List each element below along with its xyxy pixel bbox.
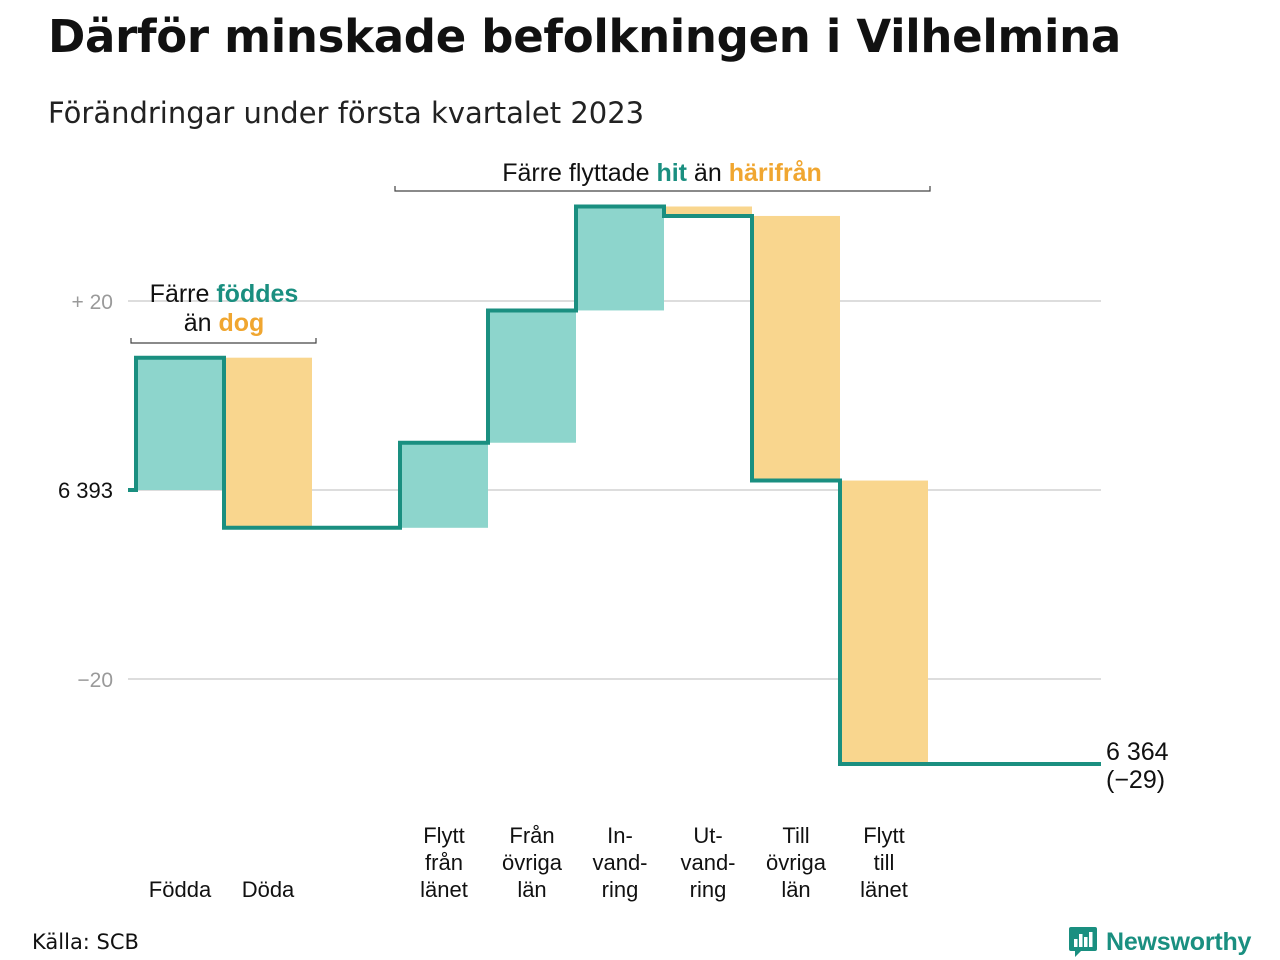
annotation-moves-harifran: härifrån bbox=[729, 159, 822, 187]
annotation-bracket-births bbox=[130, 338, 317, 344]
y-tick-label-2: −20 bbox=[77, 669, 113, 692]
category-label-3-0: Flytt bbox=[423, 823, 465, 848]
end-change: (−29) bbox=[1106, 766, 1165, 794]
x-axis-categories: Födda DödaFlyttfrånlänetFrånövrigalänIn-v… bbox=[149, 823, 908, 902]
category-label-0-0: Födda bbox=[149, 877, 212, 902]
bar-8 bbox=[840, 480, 928, 765]
category-label-4-0: Från bbox=[509, 823, 554, 848]
y-tick-label-1: 6 393 bbox=[58, 478, 113, 503]
category-label-7-1: övriga bbox=[766, 850, 827, 875]
category-label-5-1: vand- bbox=[592, 850, 647, 875]
y-tick-label-0: + 20 bbox=[72, 291, 113, 314]
waterfall-chart: + 206 393−20 Födda DödaFlyttfrånlänetFrån… bbox=[58, 159, 1169, 902]
bar-0 bbox=[136, 357, 224, 490]
bar-1 bbox=[224, 357, 312, 528]
category-label-8-1: till bbox=[874, 850, 895, 875]
brand-logo: Newsworthy bbox=[1068, 924, 1251, 960]
end-value-label: 6 364 (−29) bbox=[1106, 738, 1169, 794]
category-label-4-1: övriga bbox=[502, 850, 563, 875]
bar-7 bbox=[752, 215, 840, 481]
bar-chart-speech-icon bbox=[1069, 927, 1097, 957]
source-note: Källa: SCB bbox=[32, 930, 139, 954]
bar-6 bbox=[664, 206, 752, 216]
annotation-births-highlight: föddes bbox=[216, 280, 298, 308]
bar-3 bbox=[400, 442, 488, 528]
category-label-3-1: från bbox=[425, 850, 463, 875]
bar-4 bbox=[488, 310, 576, 443]
annotation-moves-text: Färre flyttade hit än härifrån bbox=[502, 159, 822, 187]
bars bbox=[136, 206, 928, 765]
category-label-5-2: ring bbox=[602, 877, 639, 902]
category-label-5-0: In- bbox=[607, 823, 633, 848]
annotation-deaths-line2: än dog bbox=[184, 309, 265, 337]
category-label-6-1: vand- bbox=[680, 850, 735, 875]
category-label-1-0: Döda bbox=[242, 877, 295, 902]
births-deaths-annotation: Färre föddes än dog bbox=[130, 280, 317, 344]
category-label-6-0: Ut- bbox=[693, 823, 722, 848]
annotation-births-line1: Färre föddes bbox=[150, 280, 299, 308]
moves-annotation: Färre flyttade hit än härifrån bbox=[394, 159, 931, 192]
category-label-4-2: län bbox=[517, 877, 546, 902]
bar-5 bbox=[576, 206, 664, 311]
category-label-8-2: länet bbox=[860, 877, 908, 902]
running-total-path bbox=[128, 204, 1101, 767]
brand-name: Newsworthy bbox=[1106, 927, 1252, 956]
category-label-8-0: Flytt bbox=[863, 823, 905, 848]
category-label-7-0: Till bbox=[782, 823, 809, 848]
annotation-deaths-highlight: dog bbox=[218, 309, 264, 337]
end-value: 6 364 bbox=[1106, 738, 1169, 766]
chart-title: Därför minskade befolkningen i Vilhelmin… bbox=[48, 10, 1121, 63]
category-label-6-2: ring bbox=[690, 877, 727, 902]
running-total-line bbox=[128, 204, 1101, 767]
annotation-moves-hit: hit bbox=[656, 159, 687, 187]
category-label-7-2: län bbox=[781, 877, 810, 902]
chart-subtitle: Förändringar under första kvartalet 2023 bbox=[48, 96, 645, 130]
annotation-bracket-moves bbox=[394, 186, 931, 192]
category-label-3-2: länet bbox=[420, 877, 468, 902]
y-axis-ticks: + 20 6 393 −20 bbox=[58, 291, 113, 692]
